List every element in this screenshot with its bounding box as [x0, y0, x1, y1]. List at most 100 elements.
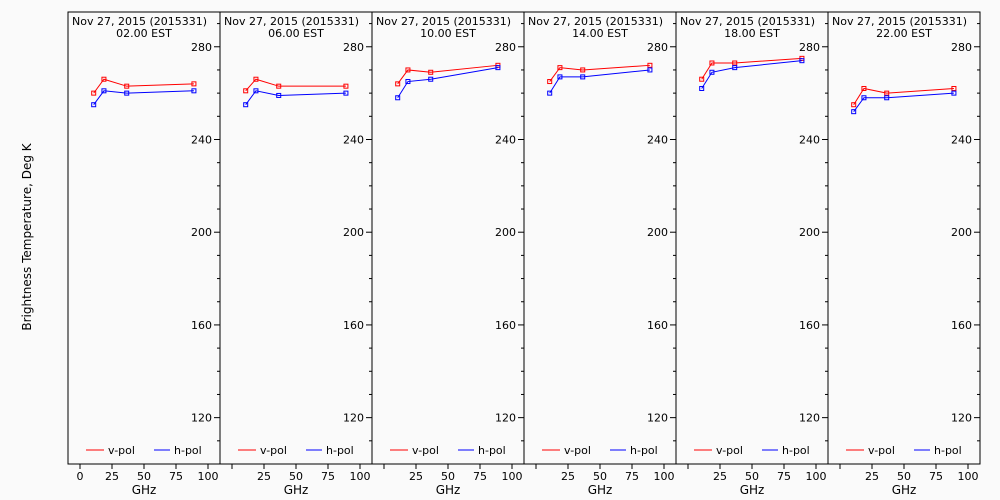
data-point: [495, 65, 501, 71]
x-axis-label: GHz: [284, 483, 309, 497]
data-point: [580, 74, 586, 80]
x-tick-label: 100: [806, 470, 827, 483]
x-tick-label: 100: [350, 470, 371, 483]
data-point: [557, 74, 563, 80]
y-tick-label: 200: [951, 226, 972, 239]
y-tick-label: 160: [799, 319, 820, 332]
data-point: [884, 95, 890, 101]
series-line-h-pol: [397, 67, 499, 99]
y-tick-label: 240: [495, 133, 516, 146]
x-tick-label: 75: [321, 470, 335, 483]
data-point: [547, 90, 553, 96]
y-tick-label: 200: [647, 226, 668, 239]
y-tick-label: 240: [191, 133, 212, 146]
data-point: [91, 102, 97, 108]
data-point: [951, 90, 957, 96]
data-point: [124, 83, 130, 89]
x-tick-label: 50: [897, 470, 911, 483]
data-point: [428, 69, 434, 75]
x-tick-label: 50: [441, 470, 455, 483]
x-tick-label: 75: [929, 470, 943, 483]
panel-title: Nov 27, 2015 (2015331): [528, 15, 663, 28]
legend-label-v-pol: v-pol: [108, 444, 135, 457]
y-tick-label: 200: [191, 226, 212, 239]
data-point: [101, 76, 107, 82]
data-point: [709, 69, 715, 75]
data-point: [395, 81, 401, 87]
panel-title: Nov 27, 2015 (2015331): [376, 15, 511, 28]
x-tick-label: 50: [289, 470, 303, 483]
series-line-h-pol: [701, 60, 802, 89]
y-tick-label: 240: [951, 133, 972, 146]
panel-title: Nov 27, 2015 (2015331): [680, 15, 815, 28]
x-tick-label: 50: [593, 470, 607, 483]
x-tick-label: 100: [198, 470, 219, 483]
legend-label-v-pol: v-pol: [260, 444, 287, 457]
y-tick-label: 280: [647, 41, 668, 54]
data-point: [124, 90, 130, 96]
y-tick-label: 120: [647, 412, 668, 425]
y-tick-label: 280: [343, 41, 364, 54]
y-tick-label: 200: [495, 226, 516, 239]
panel-4: Nov 27, 2015 (2015331)14.00 EST 120 160 200…: [523, 11, 677, 497]
data-point: [101, 88, 107, 94]
legend-label-h-pol: h-pol: [630, 444, 658, 457]
panel-title: Nov 27, 2015 (2015331): [72, 15, 207, 28]
legend-label-h-pol: h-pol: [782, 444, 810, 457]
y-tick-label: 280: [951, 41, 972, 54]
x-tick-label: 50: [137, 470, 151, 483]
x-tick-label: 25: [865, 470, 879, 483]
panel-subtitle: 14.00 EST: [572, 27, 628, 40]
data-point: [580, 67, 586, 73]
x-axis-label: GHz: [892, 483, 917, 497]
panel-title: Nov 27, 2015 (2015331): [832, 15, 967, 28]
series-line-v-pol: [853, 87, 954, 105]
panel-2: Nov 27, 2015 (2015331)06.00 EST 120 160 200…: [219, 11, 373, 497]
y-tick-label: 120: [191, 412, 212, 425]
x-tick-label: 25: [105, 470, 119, 483]
panel-subtitle: 22.00 EST: [876, 27, 932, 40]
data-point: [851, 109, 857, 115]
x-tick-label: 0: [77, 470, 84, 483]
x-tick-label: 25: [713, 470, 727, 483]
data-point: [861, 95, 867, 101]
legend-label-h-pol: h-pol: [174, 444, 202, 457]
y-tick-label: 200: [799, 226, 820, 239]
y-tick-label: 160: [647, 319, 668, 332]
panels: Nov 27, 2015 (2015331)02.00 EST120160200…: [67, 11, 981, 497]
data-point: [732, 65, 738, 71]
panel-subtitle: 18.00 EST: [724, 27, 780, 40]
legend-label-h-pol: h-pol: [934, 444, 962, 457]
y-tick-label: 160: [191, 319, 212, 332]
y-tick-label: 160: [343, 319, 364, 332]
panel-3: Nov 27, 2015 (2015331)10.00 EST 120 160 200…: [371, 11, 525, 497]
data-point: [709, 60, 715, 66]
panel-subtitle: 02.00 EST: [116, 27, 172, 40]
legend-label-h-pol: h-pol: [326, 444, 354, 457]
x-tick-label: 100: [654, 470, 675, 483]
x-tick-label: 75: [473, 470, 487, 483]
data-point: [343, 83, 349, 89]
x-tick-label: 100: [958, 470, 979, 483]
x-tick-label: 25: [561, 470, 575, 483]
data-point: [253, 76, 259, 82]
data-point: [276, 92, 282, 98]
data-point: [732, 60, 738, 66]
legend-label-v-pol: v-pol: [564, 444, 591, 457]
legend-label-v-pol: v-pol: [868, 444, 895, 457]
y-axis-label: Brightness Temperature, Deg K: [20, 142, 34, 330]
data-point: [884, 90, 890, 96]
data-point: [405, 67, 411, 73]
series-line-v-pol: [93, 78, 194, 94]
panel-subtitle: 10.00 EST: [420, 27, 476, 40]
data-point: [861, 85, 867, 91]
x-axis-label: GHz: [740, 483, 765, 497]
series-line-v-pol: [549, 64, 650, 82]
data-point: [191, 88, 197, 94]
panel-6: Nov 27, 2015 (2015331)22.00 EST 120 160 200…: [827, 11, 981, 497]
panel-5: Nov 27, 2015 (2015331)18.00 EST 120 160 200…: [675, 11, 829, 497]
series-line-h-pol: [245, 90, 346, 106]
series-line-h-pol: [549, 69, 650, 94]
data-point: [851, 102, 857, 108]
